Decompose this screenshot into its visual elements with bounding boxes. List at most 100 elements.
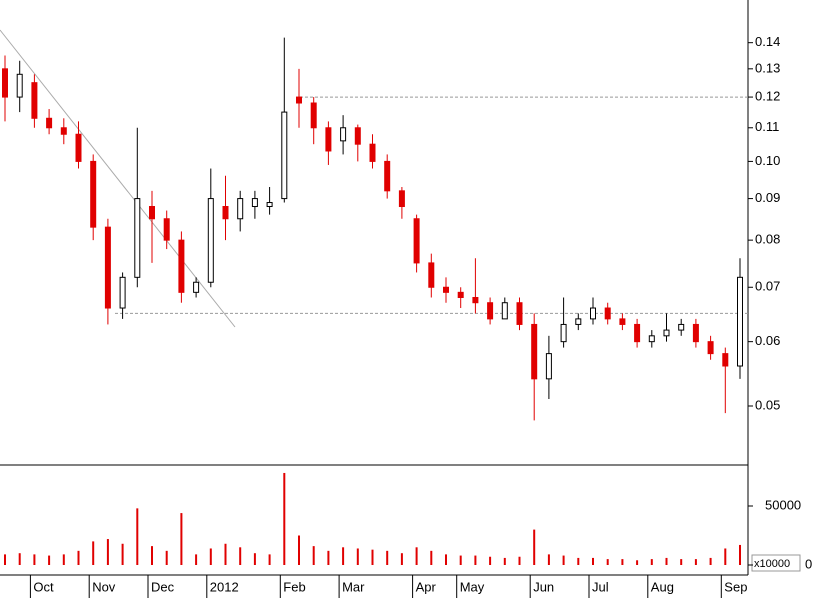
candle-body	[340, 127, 347, 142]
volume-bar	[165, 550, 168, 565]
x-tick-label: May	[460, 579, 485, 594]
volume-bar	[665, 557, 668, 565]
volume-bar	[253, 553, 256, 565]
volume-bar	[445, 554, 447, 565]
candle-body	[281, 111, 288, 200]
candle-body	[443, 286, 449, 293]
candle-body	[648, 335, 655, 343]
candle-body	[46, 117, 53, 129]
candle-body	[678, 323, 685, 331]
volume-bar	[636, 560, 639, 565]
candle-body	[384, 160, 391, 192]
candle-body	[251, 198, 258, 208]
candle-body	[428, 262, 435, 288]
candle-body	[692, 323, 699, 343]
y-tick-label: 0.09	[755, 190, 780, 205]
candle-body	[663, 329, 670, 337]
volume-bar	[680, 559, 683, 565]
volume-bar	[709, 557, 712, 565]
volume-bar	[106, 539, 109, 565]
volume-bar	[268, 554, 271, 565]
volume-bar	[415, 547, 418, 565]
volume-bar	[92, 541, 95, 565]
candle-body	[501, 302, 508, 320]
volume-bar	[33, 554, 36, 565]
volume-tick-label: 50000	[765, 497, 801, 512]
candle-body	[325, 127, 332, 152]
candle-body	[296, 96, 302, 104]
volume-bar	[724, 548, 727, 565]
x-tick-label: Feb	[283, 579, 305, 594]
volume-bar	[386, 550, 389, 565]
y-tick-label: 0.14	[755, 34, 780, 49]
volume-bar	[562, 555, 565, 565]
y-tick-label: 0.07	[755, 279, 780, 294]
candle-body	[119, 276, 126, 309]
candle-body	[163, 218, 170, 241]
volume-tick-label: 0	[805, 556, 812, 571]
candle-body	[193, 281, 200, 293]
candle-body	[222, 206, 229, 220]
candle-body	[472, 296, 479, 304]
trend-line	[0, 29, 236, 328]
volume-bar	[459, 555, 462, 565]
volume-bar	[4, 554, 6, 565]
volume-bar	[592, 557, 594, 565]
y-tick-label: 0.06	[755, 333, 780, 348]
candle-body	[604, 307, 611, 320]
volume-bar	[209, 548, 212, 565]
x-tick-label: Jul	[592, 579, 609, 594]
unit-box	[751, 554, 801, 572]
volume-bar	[489, 556, 492, 565]
candle-body	[398, 190, 405, 208]
y-tick-label: 0.10	[755, 153, 780, 168]
volume-bar	[327, 550, 330, 565]
volume-bar	[62, 554, 65, 565]
candle-body	[149, 206, 155, 220]
volume-bar	[283, 472, 286, 565]
volume-bar	[48, 555, 51, 565]
y-tick-label: 0.11	[755, 119, 779, 134]
volume-bar	[312, 546, 315, 565]
candle-body	[60, 127, 67, 135]
candle-body	[134, 198, 141, 278]
candle-body	[634, 323, 641, 343]
y-tick-label: 0.05	[755, 397, 780, 412]
candle-body	[487, 302, 494, 320]
volume-bar	[547, 554, 550, 565]
volume-bar	[739, 544, 741, 565]
x-tick-label: Dec	[151, 579, 175, 594]
volume-bar	[342, 547, 345, 565]
volume-bar	[356, 548, 359, 565]
volume-unit-label: x10000	[754, 558, 790, 570]
candle-body	[707, 341, 714, 355]
candle-body	[310, 102, 317, 129]
volume-bar	[577, 557, 580, 565]
candle-body	[737, 276, 743, 367]
volume-bar	[121, 543, 124, 565]
candle-body	[207, 198, 214, 283]
volume-bar	[621, 559, 624, 565]
candle-body	[354, 127, 361, 145]
candle-body	[369, 143, 376, 162]
x-tick-label: Jun	[533, 579, 554, 594]
y-tick-label: 0.08	[755, 232, 780, 247]
volume-bar	[77, 550, 80, 565]
volume-bar	[606, 559, 609, 565]
volume-bar	[430, 550, 433, 565]
volume-bar	[180, 513, 183, 565]
candle-body	[545, 353, 552, 380]
volume-bar	[18, 553, 21, 565]
x-tick-label: Oct	[33, 579, 54, 594]
x-tick-label: Sep	[724, 579, 747, 594]
candle-body	[266, 202, 273, 208]
volume-bar	[503, 557, 506, 565]
candle-body	[590, 307, 596, 320]
candle-body	[75, 133, 82, 162]
candle-body	[178, 239, 185, 293]
volume-bar	[195, 554, 198, 565]
x-tick-label: Mar	[342, 579, 365, 594]
candle-body	[575, 318, 582, 325]
volume-bar	[400, 553, 403, 565]
